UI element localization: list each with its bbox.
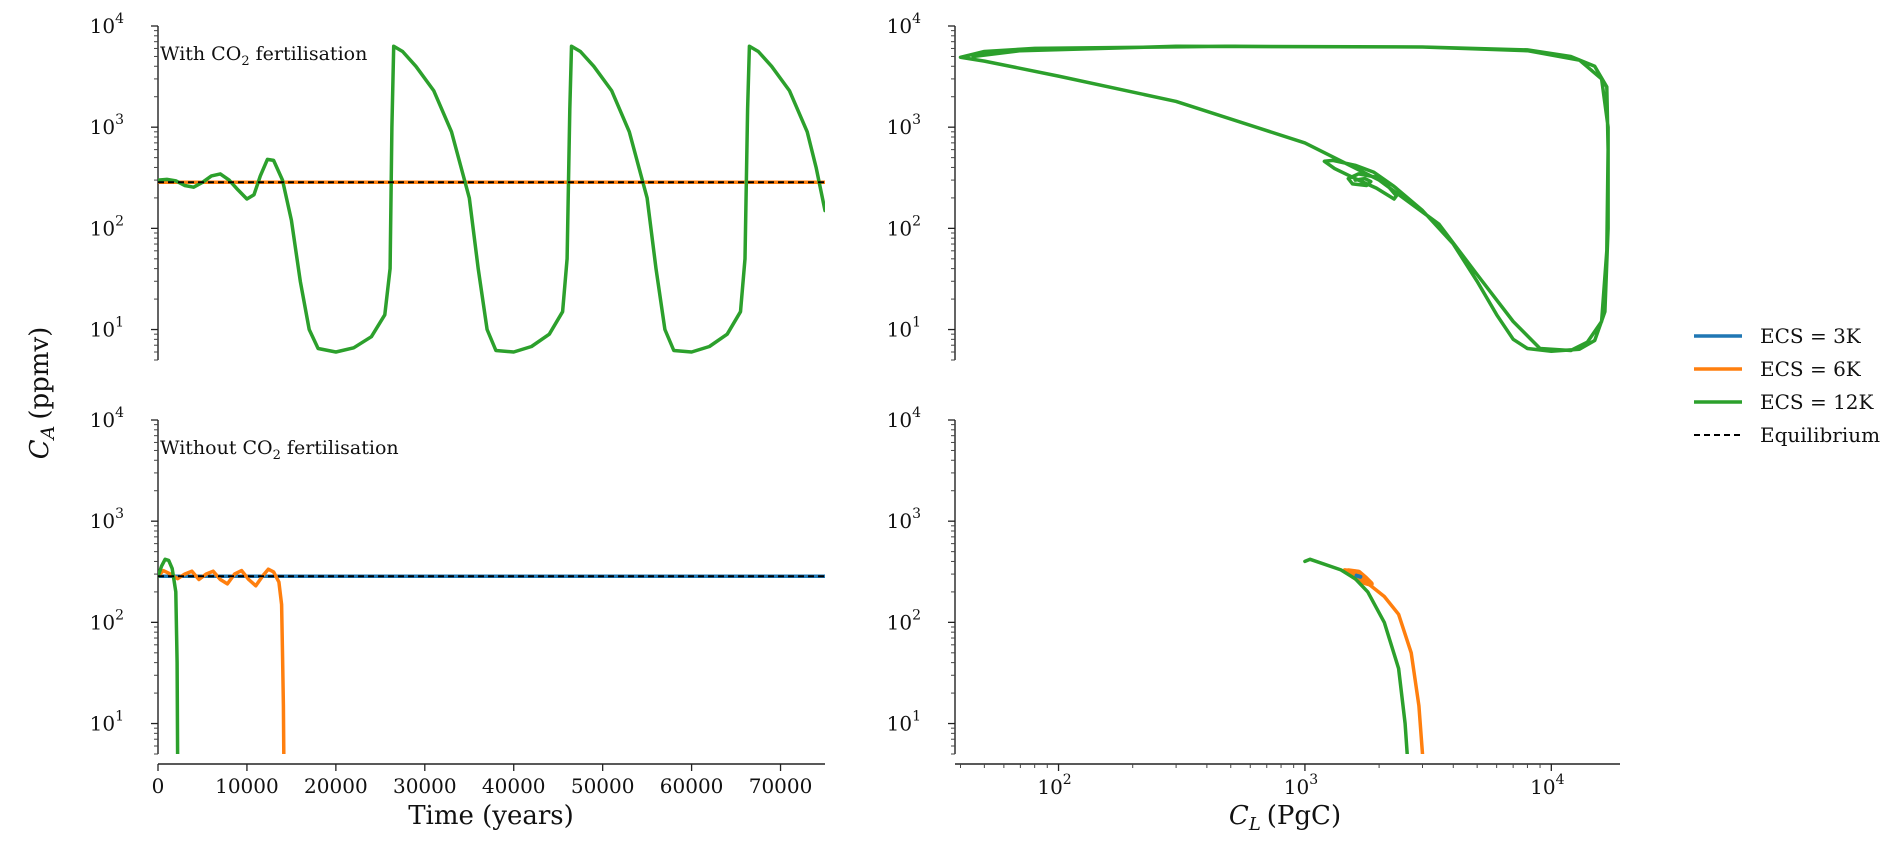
plot-area-bottom-right: [1303, 557, 1425, 754]
x-tick-label: 70000: [749, 774, 813, 798]
y-tick-label: 104: [90, 405, 124, 432]
y-tick-label: 103: [887, 506, 921, 533]
y-tick-label: 102: [887, 607, 921, 634]
y-tick-label: 103: [887, 112, 921, 139]
y-tick-label: 103: [90, 506, 124, 533]
y-axis-label: CA(ppmv): [25, 327, 59, 460]
x-tick-label: 0: [152, 774, 165, 798]
y-tick-label: 104: [90, 11, 124, 38]
x-axis-label-cl: CL (PgC): [1229, 801, 1341, 835]
annotation-without-fertilisation: Without CO2 fertilisation: [160, 437, 399, 463]
panel-without-fertilisation-time: 101 102 103 104 0 10000 20000 30000 40000 50000 60…: [90, 405, 825, 831]
y-tick-label: 104: [887, 405, 921, 432]
x-tick-label: 40000: [482, 774, 546, 798]
y-tick-label: 102: [887, 213, 921, 240]
panel-with-fertilisation-time: 101 102 103 104 With CO2 fertilisation: [90, 11, 825, 361]
axes-top-right: 101 102 103 104: [887, 11, 956, 361]
axes-bottom-right: 101 102 103 104 102 103 104: [887, 405, 1620, 799]
series-line: [1303, 557, 1409, 754]
series-line: [158, 557, 180, 754]
y-tick-label: 102: [90, 213, 124, 240]
series-line: [958, 44, 1610, 354]
legend-label: ECS = 6K: [1760, 357, 1862, 381]
x-axis-label-time: Time (years): [408, 801, 574, 831]
plot-area-bottom-left: [158, 557, 825, 754]
x-tick-label: 103: [1284, 772, 1318, 799]
y-tick-label: 101: [887, 315, 921, 342]
plot-area-top-left: [158, 44, 825, 354]
series-line: [1345, 568, 1374, 587]
series-line: [158, 44, 825, 354]
legend-label: Equilibrium: [1760, 423, 1880, 447]
x-tick-label: 60000: [660, 774, 724, 798]
axes-bottom-left: 101 102 103 104 0 10000 20000 30000 40000 50000 60…: [90, 405, 825, 798]
legend-label: ECS = 12K: [1760, 390, 1875, 414]
y-tick-label: 104: [887, 11, 921, 38]
legend-label: ECS = 3K: [1760, 324, 1862, 348]
y-tick-label: 101: [90, 315, 124, 342]
x-tick-label: 20000: [304, 774, 368, 798]
y-tick-label: 102: [90, 607, 124, 634]
panel-with-fertilisation-phase: 101 102 103 104: [887, 11, 1610, 361]
x-tick-label: 50000: [571, 774, 635, 798]
legend: ECS = 3K ECS = 6K ECS = 12K Equilibrium: [1694, 324, 1880, 447]
plot-area-top-right: [958, 44, 1610, 354]
x-tick-label: 102: [1037, 772, 1071, 799]
x-tick-label: 10000: [215, 774, 279, 798]
y-tick-label: 103: [90, 112, 124, 139]
x-tick-label: 30000: [393, 774, 457, 798]
annotation-with-fertilisation: With CO2 fertilisation: [160, 43, 367, 69]
y-tick-label: 101: [90, 709, 124, 736]
series-line: [1342, 568, 1425, 754]
series-line: [1354, 573, 1363, 579]
x-tick-label: 104: [1530, 772, 1564, 799]
axes-top-left: 101 102 103 104: [90, 11, 159, 361]
y-tick-label: 101: [887, 709, 921, 736]
panel-without-fertilisation-phase: 101 102 103 104 102 103 104 CL (PgC): [887, 405, 1620, 835]
